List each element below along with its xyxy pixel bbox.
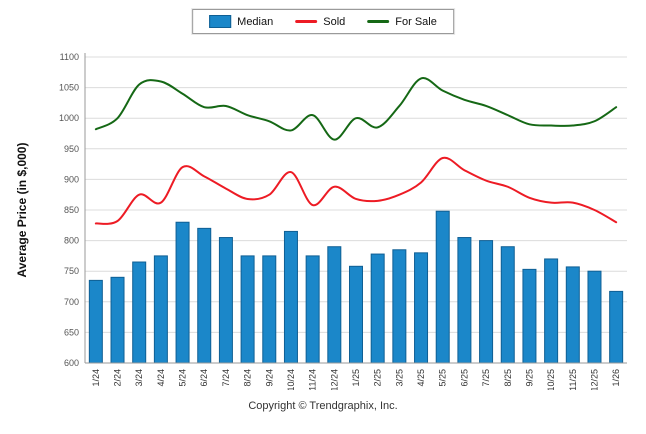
x-tick-label: 6/25 (459, 369, 469, 387)
x-tick-label: 9/24 (264, 369, 274, 387)
legend-label-median: Median (237, 15, 274, 28)
median-bar (110, 276, 125, 364)
median-bar (305, 255, 320, 364)
chart-legend: Median Sold For Sale (192, 9, 454, 34)
legend-label-for-sale: For Sale (395, 15, 437, 28)
y-tick-label: 850 (64, 205, 79, 215)
x-tick-label: 12/25 (589, 369, 599, 390)
x-tick-label: 8/25 (503, 369, 513, 387)
x-tick-label: 10/24 (286, 369, 296, 390)
median-bar-swatch-icon (209, 15, 232, 28)
x-tick-label: 2/24 (113, 369, 123, 387)
median-bar (349, 265, 363, 364)
median-bar (500, 246, 515, 364)
median-bar (565, 266, 580, 364)
median-bar (435, 210, 450, 364)
legend-item-for-sale: For Sale (367, 16, 437, 28)
y-tick-label: 950 (64, 144, 79, 154)
median-bar (587, 270, 602, 364)
y-tick-label: 1050 (59, 83, 79, 93)
y-tick-label: 1000 (59, 113, 79, 123)
x-tick-label: 1/25 (351, 369, 361, 387)
x-tick-label: 4/24 (156, 369, 166, 387)
sold-line (94, 156, 618, 225)
median-bar (153, 255, 168, 364)
median-bar (370, 253, 385, 364)
legend-item-median: Median (209, 15, 273, 28)
x-tick-label: 12/24 (329, 369, 339, 390)
median-bar (609, 290, 624, 364)
y-tick-label: 1100 (60, 52, 79, 62)
y-tick-label: 900 (64, 174, 79, 184)
median-bar (88, 279, 103, 364)
x-tick-label: 5/25 (438, 369, 448, 387)
legend-item-sold: Sold (295, 16, 345, 28)
median-bar (522, 268, 537, 364)
x-tick-label: 3/24 (134, 369, 144, 387)
x-tick-label: 11/24 (308, 369, 318, 390)
x-tick-label: 5/24 (178, 369, 188, 387)
median-bar (175, 221, 190, 364)
median-bar (132, 261, 147, 364)
x-tick-label: 11/25 (568, 369, 578, 390)
for-sale-line-swatch-icon (367, 20, 390, 23)
median-bar (544, 258, 559, 364)
x-tick-label: 1/26 (611, 369, 621, 387)
median-bar (414, 252, 429, 364)
x-tick-label: 7/25 (481, 369, 491, 387)
median-bar (283, 230, 298, 364)
median-bar (240, 255, 255, 364)
legend-label-sold: Sold (323, 15, 346, 28)
y-tick-label: 650 (64, 327, 79, 337)
median-bar (262, 255, 277, 364)
y-tick-label: 700 (64, 297, 79, 307)
for-sale-line (94, 77, 618, 141)
sold-line-swatch-icon (295, 20, 318, 23)
x-tick-label: 6/24 (199, 369, 209, 387)
median-bar (479, 240, 494, 364)
median-bar (327, 246, 342, 364)
y-tick-label: 750 (64, 266, 79, 276)
x-tick-label: 3/25 (394, 369, 404, 387)
x-tick-label: 1/24 (91, 369, 101, 387)
x-tick-label: 7/24 (221, 369, 231, 387)
x-tick-label: 4/25 (416, 369, 426, 387)
x-tick-label: 10/25 (546, 369, 556, 390)
median-bar (392, 249, 407, 364)
y-tick-label: 800 (64, 236, 79, 246)
price-chart: 600 650 700 750 800 850 900 950 1000 1050 1100 1/24… (59, 52, 627, 390)
median-bar (197, 227, 212, 364)
y-tick-label: 600 (64, 358, 79, 368)
median-bar (218, 237, 233, 364)
median-bar (457, 237, 472, 364)
copyright-text: Copyright © Trendgraphix, Inc. (248, 400, 398, 412)
x-tick-label: 8/24 (243, 369, 253, 387)
x-tick-label: 9/25 (524, 369, 534, 387)
x-tick-label: 2/25 (373, 369, 383, 387)
